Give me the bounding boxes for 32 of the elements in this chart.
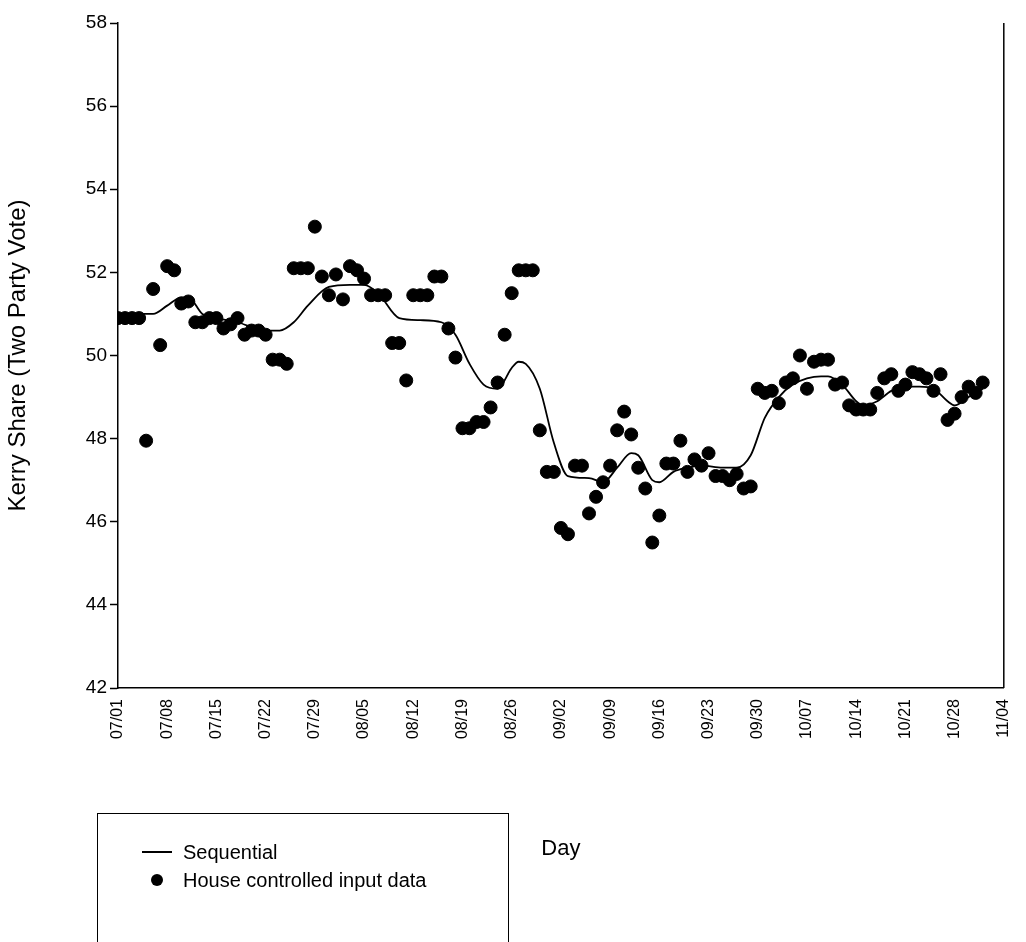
- x-tick-label: 10/07: [797, 698, 815, 740]
- x-tick-label: 10/14: [846, 698, 864, 740]
- y-tick-label: 44: [85, 593, 108, 615]
- x-tick-label: 09/02: [551, 698, 569, 740]
- x-tick-label: 07/15: [206, 698, 224, 740]
- x-tick-label: 08/26: [502, 698, 520, 740]
- x-tick-label: 11/04: [994, 698, 1012, 738]
- x-tick-label: 08/12: [403, 698, 421, 740]
- y-tick-label: 58: [85, 11, 107, 33]
- x-tick-label: 08/05: [354, 698, 372, 740]
- x-tick-label: 09/09: [600, 698, 618, 740]
- x-tick-label: 10/21: [895, 698, 913, 740]
- y-tick-label: 50: [85, 343, 107, 365]
- x-tick-label: 07/29: [305, 698, 323, 740]
- y-axis-title: Kerry Share (Two Party Vote): [3, 199, 31, 512]
- y-tick-label: 48: [85, 426, 107, 448]
- x-tick-label: 09/23: [698, 698, 716, 740]
- y-tick-label: 56: [85, 94, 107, 116]
- y-tick-label: 52: [85, 260, 107, 282]
- legend-label: Sequential: [183, 840, 278, 864]
- x-tick-label: 07/01: [108, 698, 126, 740]
- x-tick-label: 09/16: [649, 698, 667, 740]
- x-tick-label: 08/19: [452, 698, 470, 740]
- y-tick-label: 54: [85, 177, 108, 199]
- y-tick-label: 46: [85, 509, 107, 531]
- x-tick-label: 10/28: [945, 698, 962, 740]
- x-tick-label: 09/30: [748, 698, 766, 740]
- x-tick-label: 07/08: [157, 698, 175, 740]
- legend-label: House controlled input data: [183, 868, 427, 892]
- y-tick-label: 42: [85, 676, 107, 698]
- x-tick-label: 07/22: [256, 698, 274, 740]
- x-axis-title: Day: [541, 834, 581, 860]
